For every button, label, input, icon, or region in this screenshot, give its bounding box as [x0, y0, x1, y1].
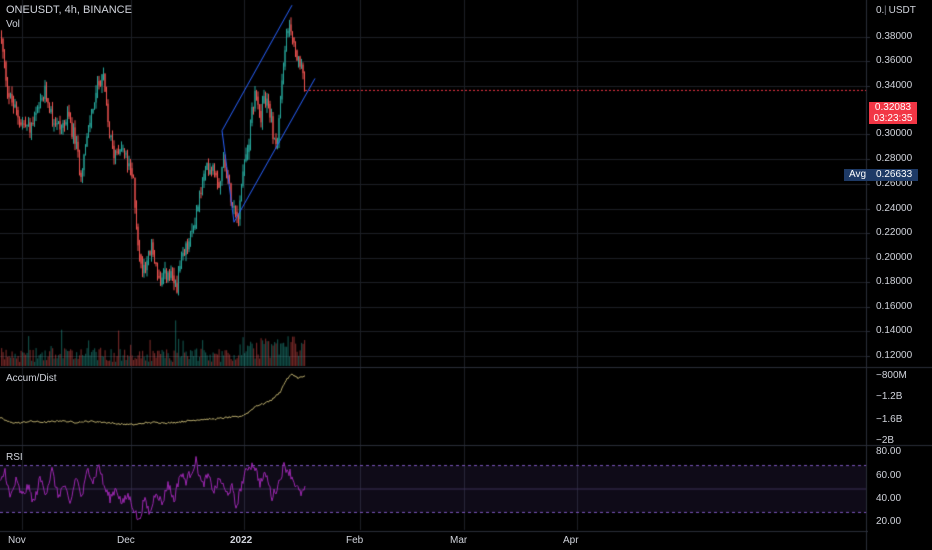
price-tick-label: 0.36000 — [876, 55, 913, 66]
volume-label[interactable]: Vol — [6, 19, 20, 30]
price-tick-label: 0.38000 — [876, 31, 913, 42]
avg-price-tag: Avg 0.26633 — [844, 169, 918, 181]
price-tick-label: 0.30000 — [876, 128, 913, 139]
time-axis-label: Dec — [117, 535, 135, 546]
accum-dist-title[interactable]: Accum/Dist — [6, 373, 57, 384]
currency-button[interactable]: | USDT — [884, 4, 924, 18]
price-tick-label: 0.12000 — [876, 350, 913, 361]
symbol-title[interactable]: ONEUSDT, 4h, BINANCE — [6, 4, 132, 16]
time-axis-label: Feb — [346, 535, 364, 546]
price-tick-label: 0.16000 — [876, 301, 913, 312]
time-axis-label: Nov — [8, 535, 26, 546]
price-tick-label: 0.20000 — [876, 252, 913, 263]
avg-value: 0.26633 — [876, 169, 913, 180]
accum-tick-label: −1.2B — [876, 391, 903, 402]
time-axis-label: Apr — [563, 535, 579, 546]
currency-separator: | — [884, 5, 887, 16]
time-axis-label: Mar — [450, 535, 468, 546]
price-tick-label: 0.14000 — [876, 325, 913, 336]
bar-countdown: 03:23:35 — [873, 113, 913, 124]
time-axis-label: 2022 — [230, 535, 253, 546]
accum-tick-label: −1.6B — [876, 414, 903, 425]
last-price-value: 0.32083 — [874, 102, 912, 113]
rsi-tick-label: 80.00 — [876, 446, 902, 457]
accum-tick-label: −800M — [876, 370, 907, 381]
currency-label: USDT — [888, 5, 916, 16]
last-price-tag: 0.32083 03:23:35 — [869, 102, 917, 124]
rsi-tick-label: 40.00 — [876, 493, 902, 504]
price-tick-label: 0.24000 — [876, 203, 913, 214]
rsi-title[interactable]: RSI — [6, 452, 23, 463]
accum-tick-label: −2B — [876, 435, 895, 446]
rsi-tick-label: 20.00 — [876, 516, 902, 527]
rsi-tick-label: 60.00 — [876, 470, 902, 481]
price-tick-label: 0.34000 — [876, 80, 913, 91]
chart-settings-corner[interactable] — [868, 530, 932, 550]
price-tick-label: 0.28000 — [876, 153, 913, 164]
price-tick-label: 0.26000 — [876, 178, 913, 189]
price-axis-top-label: 0. — [876, 5, 885, 16]
price-tick-label: 0.22000 — [876, 227, 913, 238]
avg-label: Avg — [849, 169, 867, 180]
price-tick-label: 0.18000 — [876, 276, 913, 287]
